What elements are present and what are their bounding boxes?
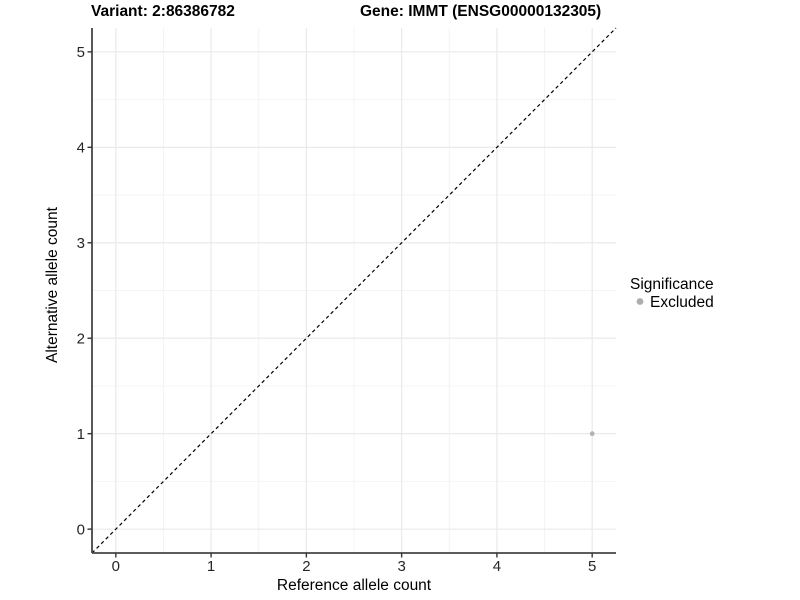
y-tick-label: 5 — [77, 44, 85, 61]
plot-title-variant: Variant: 2:86386782 — [91, 3, 235, 20]
x-tick-label: 5 — [588, 558, 596, 575]
x-tick-label: 1 — [207, 558, 215, 575]
y-tick-label: 4 — [77, 140, 85, 157]
plot-title-gene: Gene: IMMT (ENSG00000132305) — [360, 3, 601, 20]
y-tick-label: 1 — [77, 426, 85, 443]
identity-dashed-line — [91, 27, 617, 554]
x-tick-label: 3 — [397, 558, 405, 575]
legend-item-label-excluded: Excluded — [650, 294, 714, 311]
x-axis-title: Reference allele count — [277, 577, 432, 594]
legend: Significance Excluded — [630, 276, 714, 311]
x-tick-label: 4 — [493, 558, 501, 575]
x-tick-label: 2 — [302, 558, 310, 575]
legend-title: Significance — [630, 276, 714, 293]
legend-key-dot-excluded — [636, 298, 644, 305]
y-axis-title: Alternative allele count — [44, 206, 61, 363]
plot-panel: 0 1 2 3 4 5 0 1 2 3 4 5 — [77, 27, 617, 575]
data-point — [589, 431, 595, 437]
y-tick-label: 0 — [77, 521, 85, 538]
y-tick-label: 3 — [77, 235, 85, 252]
y-tick-label: 2 — [77, 330, 85, 347]
x-tick-label: 0 — [112, 558, 120, 575]
